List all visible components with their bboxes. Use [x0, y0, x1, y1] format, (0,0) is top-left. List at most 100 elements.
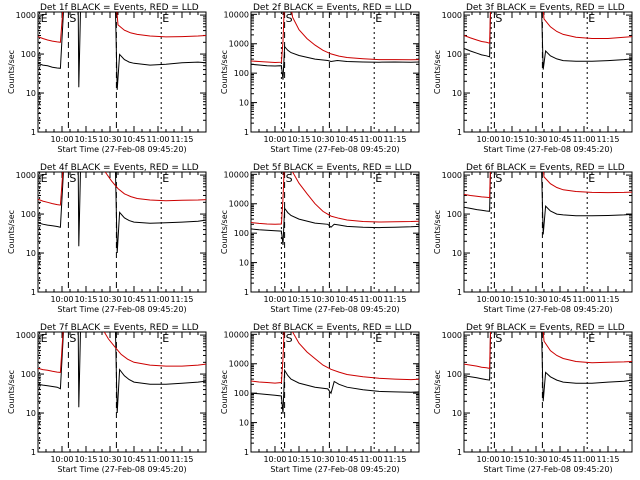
- x-tick-label: 10:30: [311, 135, 334, 144]
- y-tick-label: 1000: [442, 331, 462, 340]
- event-marker-label: E: [162, 332, 169, 345]
- series-events-line: [251, 206, 419, 245]
- event-marker-label: E: [588, 332, 595, 345]
- x-tick-label: 10:15: [287, 455, 310, 464]
- chart-panel-8: Det 8f BLACK = Events, RED = LLD 1 10 100 10…: [220, 323, 420, 474]
- event-marker-label: S: [69, 12, 76, 25]
- x-tick-label: 11:15: [170, 455, 193, 464]
- x-tick-label: 10:15: [287, 295, 310, 304]
- y-tick-label: 1000: [16, 331, 36, 340]
- event-marker-label: S: [495, 332, 502, 345]
- y-tick-label: 1000: [16, 171, 36, 180]
- x-tick-label: 11:00: [572, 295, 595, 304]
- x-tick-label: 10:30: [311, 455, 334, 464]
- x-tick-label: 10:45: [122, 135, 145, 144]
- series-events-line: [251, 45, 419, 80]
- chart-panel-7: Det 7f BLACK = Events, RED = LLD 1 10 100 10…: [7, 323, 207, 474]
- y-tick-label: 100: [234, 69, 249, 78]
- x-tick-label: 10:00: [50, 295, 73, 304]
- series-lld-line: [38, 172, 206, 206]
- x-tick-label: 10:00: [476, 295, 499, 304]
- chart-title: Det 9f BLACK = Events, RED = LLD: [466, 323, 625, 333]
- y-axis-label: Counts/sec: [220, 370, 229, 414]
- plot-frame: [250, 171, 420, 293]
- series-events-line: [464, 172, 632, 235]
- y-tick-label: 100: [234, 389, 249, 398]
- series-lld-line: [38, 12, 206, 43]
- y-tick-label: 10: [26, 409, 36, 418]
- y-axis-label: Counts/sec: [220, 50, 229, 94]
- y-tick-label: 1000: [229, 200, 249, 209]
- event-marker-label: S: [286, 332, 293, 345]
- y-tick-label: 1: [457, 128, 462, 137]
- x-tick-label: 11:00: [146, 295, 169, 304]
- series-lld-line: [251, 332, 419, 384]
- y-tick-label: 1: [244, 128, 249, 137]
- x-axis-label: Start Time (27-Feb-08 09:45:20): [270, 145, 399, 154]
- chart-title: Det 6f BLACK = Events, RED = LLD: [466, 163, 625, 173]
- series-lld-line: [251, 12, 419, 64]
- y-tick-label: 1: [31, 288, 36, 297]
- plot-frame: [37, 331, 207, 453]
- y-axis-label: Counts/sec: [7, 370, 16, 414]
- x-axis-label: Start Time (27-Feb-08 09:45:20): [483, 305, 612, 314]
- plot-frame: [463, 11, 633, 133]
- x-tick-label: 10:15: [74, 295, 97, 304]
- plot-frame: [37, 171, 207, 293]
- chart-panel-2: Det 2f BLACK = Events, RED = LLD 1 10 100 10…: [220, 3, 420, 154]
- y-tick-label: 1000: [229, 360, 249, 369]
- x-axis-label: Start Time (27-Feb-08 09:45:20): [57, 465, 186, 474]
- plot-frame: [463, 171, 633, 293]
- y-tick-label: 10: [239, 419, 249, 428]
- x-axis-label: Start Time (27-Feb-08 09:45:20): [270, 305, 399, 314]
- y-axis-label: Counts/sec: [433, 370, 442, 414]
- y-tick-label: 100: [447, 370, 462, 379]
- series-lld-line: [464, 12, 632, 44]
- x-tick-label: 10:45: [122, 455, 145, 464]
- event-marker-label: S: [69, 332, 76, 345]
- chart-panel-3: Det 3f BLACK = Events, RED = LLD 1 10 100 10…: [433, 3, 633, 154]
- chart-title: Det 1f BLACK = Events, RED = LLD: [40, 3, 199, 13]
- series-lld-line: [464, 172, 632, 199]
- x-tick-label: 11:15: [596, 295, 619, 304]
- chart-title: Det 8f BLACK = Events, RED = LLD: [253, 323, 412, 333]
- event-marker-label: E: [162, 12, 169, 25]
- series-events-line: [464, 332, 632, 402]
- chart-panel-6: Det 6f BLACK = Events, RED = LLD 1 10 100 10…: [433, 163, 633, 314]
- y-tick-label: 100: [21, 370, 36, 379]
- event-marker-label: E: [375, 332, 382, 345]
- event-marker-label: E: [588, 12, 595, 25]
- x-tick-label: 10:30: [98, 295, 121, 304]
- event-marker-label: E: [41, 12, 48, 25]
- y-tick-label: 1: [244, 448, 249, 457]
- x-tick-label: 10:30: [311, 295, 334, 304]
- y-tick-label: 10000: [224, 10, 249, 19]
- y-axis-label: Counts/sec: [433, 50, 442, 94]
- y-tick-label: 1000: [442, 11, 462, 20]
- series-lld-line: [464, 332, 632, 369]
- y-tick-label: 1000: [16, 11, 36, 20]
- y-tick-label: 1: [457, 288, 462, 297]
- event-marker-label: S: [495, 172, 502, 185]
- chart-title: Det 3f BLACK = Events, RED = LLD: [466, 3, 625, 13]
- x-tick-label: 10:30: [524, 455, 547, 464]
- plot-frame: [37, 11, 207, 133]
- y-tick-label: 10: [26, 249, 36, 258]
- x-tick-label: 10:15: [500, 295, 523, 304]
- x-tick-label: 10:00: [50, 455, 73, 464]
- chart-panel-5: Det 5f BLACK = Events, RED = LLD 1 10 100 10…: [220, 163, 420, 314]
- x-tick-label: 10:00: [263, 295, 286, 304]
- y-tick-label: 10: [26, 89, 36, 98]
- x-tick-label: 10:15: [500, 135, 523, 144]
- series-events-line: [251, 368, 419, 414]
- x-tick-label: 10:00: [476, 135, 499, 144]
- event-marker-label: S: [286, 12, 293, 25]
- y-tick-label: 100: [234, 229, 249, 238]
- y-tick-label: 1: [31, 128, 36, 137]
- x-axis-label: Start Time (27-Feb-08 09:45:20): [57, 145, 186, 154]
- x-tick-label: 11:00: [359, 295, 382, 304]
- x-tick-label: 11:00: [359, 455, 382, 464]
- series-lld-line: [38, 332, 206, 373]
- y-axis-label: Counts/sec: [433, 210, 442, 254]
- x-tick-label: 10:45: [335, 135, 358, 144]
